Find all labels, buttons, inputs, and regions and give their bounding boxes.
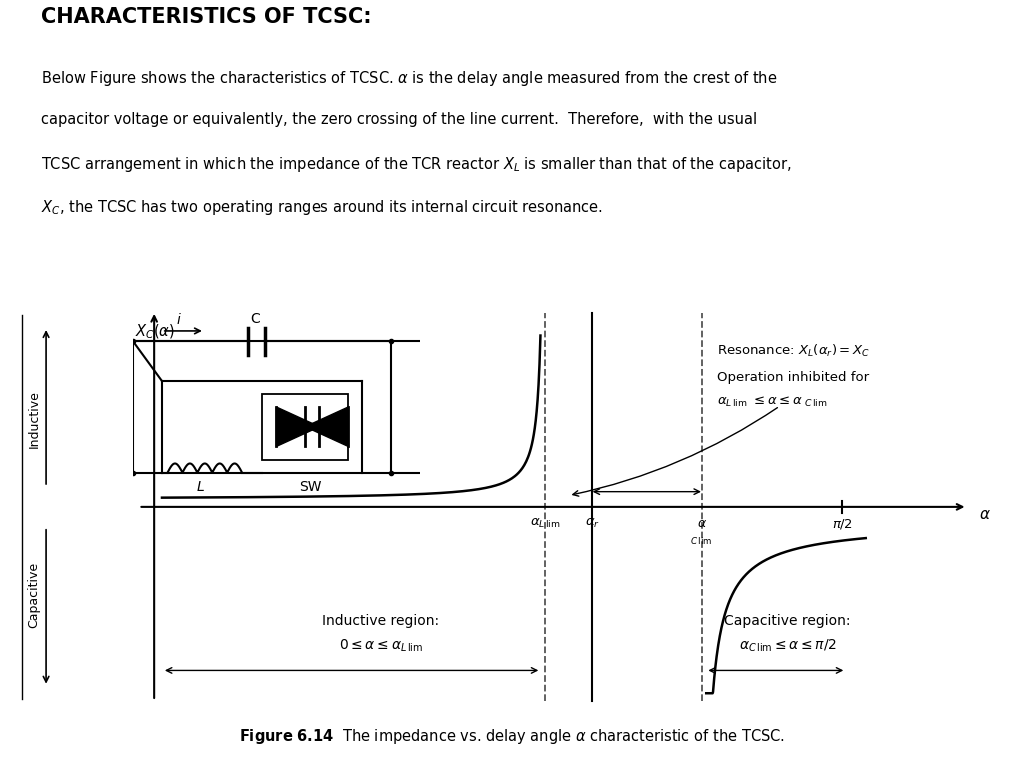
Text: $0\leq\alpha\leq\alpha_{L\,\rm lim}$: $0\leq\alpha\leq\alpha_{L\,\rm lim}$ — [339, 637, 423, 654]
Text: $\alpha$
$_{C\,\rm lim}$: $\alpha$ $_{C\,\rm lim}$ — [690, 518, 713, 547]
Bar — [262, 394, 348, 459]
Text: $i$: $i$ — [176, 313, 182, 327]
Text: Resonance: $X_L(\alpha_r) = X_C$: Resonance: $X_L(\alpha_r) = X_C$ — [717, 343, 870, 359]
Text: $\alpha_r$: $\alpha_r$ — [585, 518, 600, 531]
Text: L: L — [197, 480, 204, 494]
Text: Inductive: Inductive — [28, 390, 40, 448]
Text: Capacitive: Capacitive — [28, 561, 40, 627]
Polygon shape — [276, 407, 319, 446]
Text: $\pi/2$: $\pi/2$ — [831, 518, 853, 531]
Text: capacitor voltage or equivalently, the zero crossing of the line current.  There: capacitor voltage or equivalently, the z… — [41, 112, 757, 127]
Polygon shape — [305, 407, 348, 446]
Text: $\alpha$: $\alpha$ — [979, 507, 991, 522]
Text: C: C — [251, 312, 260, 326]
Text: Inductive region:: Inductive region: — [323, 614, 439, 628]
Text: $\mathbf{Figure\ 6.14}$  The impedance vs. delay angle $\alpha$ characteristic o: $\mathbf{Figure\ 6.14}$ The impedance vs… — [239, 727, 785, 746]
Text: Capacitive region:: Capacitive region: — [724, 614, 851, 628]
Text: SW: SW — [299, 480, 322, 494]
Text: $\alpha_{L\,\rm lim}$: $\alpha_{L\,\rm lim}$ — [529, 518, 560, 531]
Text: Operation inhibited for: Operation inhibited for — [717, 371, 869, 384]
Text: CHARACTERISTICS OF TCSC:: CHARACTERISTICS OF TCSC: — [41, 8, 372, 28]
Text: TCSC arrangement in which the impedance of the TCR reactor $X_L$ is smaller than: TCSC arrangement in which the impedance … — [41, 155, 792, 174]
Text: $X_C$, the TCSC has two operating ranges around its internal circuit resonance.: $X_C$, the TCSC has two operating ranges… — [41, 198, 603, 217]
Text: $\alpha_{L\,\rm lim}\ \leq\alpha\leq\alpha_{\ C\,\rm lim}$: $\alpha_{L\,\rm lim}\ \leq\alpha\leq\alp… — [717, 396, 827, 409]
Text: Below Figure shows the characteristics of TCSC. $\alpha$ is the delay angle meas: Below Figure shows the characteristics o… — [41, 69, 777, 88]
Text: $\alpha_{C\,\rm lim}\leq\alpha\leq\pi/2$: $\alpha_{C\,\rm lim}\leq\alpha\leq\pi/2$ — [738, 637, 837, 654]
Text: $X_C(\alpha)$: $X_C(\alpha)$ — [134, 323, 174, 341]
